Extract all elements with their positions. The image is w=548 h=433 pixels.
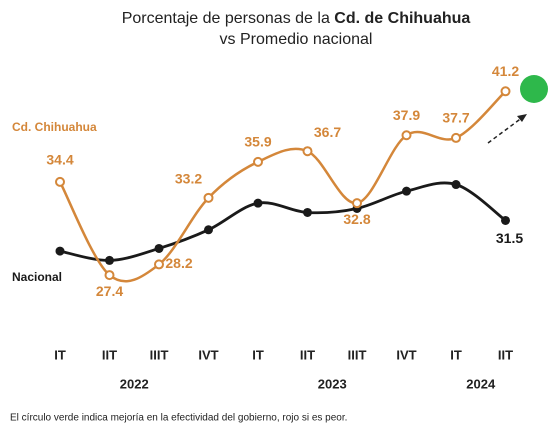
data-point [204,225,213,235]
data-point [451,180,461,190]
data-point [154,243,164,253]
legend-label: Nacional [12,270,62,284]
x-tick-label: IIIT [150,347,169,362]
data-label: 34.4 [46,152,73,168]
data-label: 37.7 [442,110,469,126]
series-line [59,181,507,262]
data-point [352,198,362,209]
indicator-circle [520,75,548,103]
data-label: 41.2 [492,63,519,79]
data-label: 35.9 [244,134,271,150]
data-point [154,259,164,270]
year-label: 2022 [120,376,149,391]
data-point [203,192,214,203]
chart-title: Porcentaje de personas de la Cd. de Chih… [122,10,471,27]
chart-subtitle: vs Promedio nacional [220,31,373,48]
x-tick-label: IT [54,347,66,362]
footnote: El círculo verde indica mejoría en la ef… [10,413,347,424]
data-point [401,130,412,141]
x-tick-label: IIT [102,347,117,362]
data-label: 31.5 [496,230,523,246]
x-tick-label: IVT [198,347,218,362]
data-label: 32.8 [343,211,370,227]
data-label: 36.7 [314,124,341,140]
data-point [302,146,313,157]
data-point [402,186,411,196]
trend-arrow [487,116,524,144]
data-label: 37.9 [393,107,420,123]
data-point [104,270,115,281]
data-label: 33.2 [175,171,202,187]
year-label: 2024 [466,376,496,391]
legend-label: Cd. Chihuahua [12,120,97,134]
data-point [253,156,263,167]
data-point [501,215,510,225]
data-label: 27.4 [96,283,123,299]
x-tick-label: IT [252,347,264,362]
data-point [303,207,312,217]
data-point [105,255,114,265]
x-tick-label: IT [450,347,462,362]
title-start: Porcentaje de personas de la [122,10,335,27]
title-bold: Cd. de Chihuahua [334,10,470,27]
data-point [253,198,263,208]
year-label: 2023 [318,376,347,391]
series-line [58,90,507,283]
data-point [55,176,65,187]
x-tick-label: IIT [498,347,513,362]
trend-arrow-head [517,114,527,122]
x-tick-label: IIT [300,347,315,362]
data-point [451,132,461,143]
data-point [500,86,511,97]
data-point [55,246,65,256]
data-label: 28.2 [165,255,192,271]
x-tick-label: IVT [396,347,416,362]
x-tick-label: IIIT [348,347,367,362]
